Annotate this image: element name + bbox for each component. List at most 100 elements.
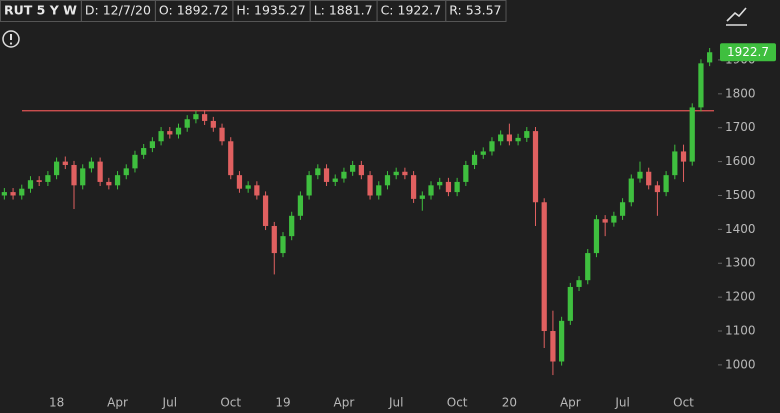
candle-body [393, 171, 399, 176]
candle-body [245, 185, 251, 189]
candle-body [228, 141, 234, 176]
candle-body [19, 188, 25, 196]
candle-body [663, 175, 669, 193]
y-tick-label: 1300 [725, 256, 756, 270]
candle-body [123, 168, 129, 176]
candle-body [62, 161, 68, 165]
candle-body [384, 175, 391, 186]
header: RUT 5 Y W D: 12/7/20 O: 1892.72 H: 1935.27 L… [0, 0, 507, 22]
header-item: C: 1922.7 [381, 3, 442, 18]
x-tick-label: 20 [502, 396, 517, 410]
x-tick-label: Jul [614, 396, 629, 410]
candle-body [376, 185, 382, 196]
candle-body [550, 331, 556, 362]
candle-body [524, 131, 530, 138]
candle-body [175, 127, 182, 135]
candle-body [532, 131, 539, 203]
y-tick-label: 1000 [725, 357, 756, 371]
candle-body [158, 131, 164, 142]
candle-body [654, 185, 661, 193]
candle-body [332, 178, 338, 182]
x-tick-label: Oct [673, 396, 694, 410]
candle-body [297, 195, 304, 216]
candle-body [471, 154, 478, 165]
alert-icon-dot [9, 42, 13, 45]
header-item: O: 1892.72 [159, 3, 229, 18]
y-tick-label: 1100 [725, 324, 756, 338]
candle-body [646, 171, 652, 186]
candle-body [80, 168, 86, 186]
candle-body [576, 280, 582, 287]
last-price-box [720, 43, 776, 62]
candle-body [341, 171, 347, 179]
candle-body [463, 164, 469, 182]
candle-body [707, 52, 713, 63]
candle-body [141, 148, 147, 155]
candle-body [680, 151, 687, 162]
y-tick-label: 1200 [725, 290, 756, 304]
candle-body [193, 114, 199, 120]
candle-body [210, 120, 216, 128]
candle-body [27, 180, 34, 189]
candle-body [611, 215, 617, 223]
candle-body [350, 164, 356, 172]
candle-body [367, 175, 373, 196]
header-item: H: 1935.27 [236, 3, 305, 18]
candle-body [71, 164, 77, 186]
chart-style-icon[interactable] [726, 7, 747, 26]
candle-body [280, 236, 286, 254]
candle-body [445, 181, 452, 193]
candle-body [289, 215, 295, 237]
header-item: RUT 5 Y W [4, 3, 77, 18]
x-tick-label: Apr [560, 396, 581, 410]
candle-body [593, 219, 600, 254]
candle-body [585, 253, 591, 281]
y-tick-label: 1800 [725, 86, 756, 100]
header-box [445, 0, 507, 22]
x-tick-label: 19 [275, 396, 290, 410]
candle-body [489, 141, 495, 152]
candle-body [402, 171, 408, 176]
candle-body [262, 195, 269, 226]
candle-body [149, 141, 155, 149]
candle-body [672, 151, 678, 176]
candle-body [36, 180, 42, 182]
candle-body [97, 161, 103, 182]
candle-body [358, 164, 364, 176]
header-item: D: 12/7/20 [85, 3, 151, 18]
candle-body [53, 161, 60, 176]
candle-body [428, 185, 434, 196]
candle-body [515, 137, 521, 142]
x-tick-label: Apr [107, 396, 128, 410]
candle-body [114, 175, 121, 186]
candle-body [559, 320, 565, 362]
x-tick-label: Jul [388, 396, 403, 410]
candle-body [506, 134, 512, 142]
candle-body [498, 134, 504, 142]
candle-body [315, 168, 321, 176]
x-tick-label: Apr [334, 396, 355, 410]
candle-body [541, 202, 547, 332]
alert-icon[interactable] [2, 30, 20, 48]
header-item: L: 1881.7 [314, 3, 373, 18]
candle-body [410, 175, 417, 199]
candle-body [132, 154, 138, 169]
candle-body [254, 185, 260, 196]
candle-body [437, 181, 443, 186]
candle-body [698, 63, 704, 108]
candle-body [306, 175, 312, 196]
candle-body [219, 127, 225, 142]
candle-body [619, 202, 626, 216]
candle-body [202, 114, 208, 121]
candle-body [602, 219, 608, 223]
candle-body [454, 181, 460, 193]
y-tick-label: 1400 [725, 222, 756, 236]
y-tick-label: 1600 [725, 154, 756, 168]
candle-body [271, 225, 277, 254]
candle-body [628, 178, 634, 203]
x-tick-label: Oct [220, 396, 241, 410]
candle-body [184, 119, 190, 128]
candle-body [480, 151, 486, 155]
